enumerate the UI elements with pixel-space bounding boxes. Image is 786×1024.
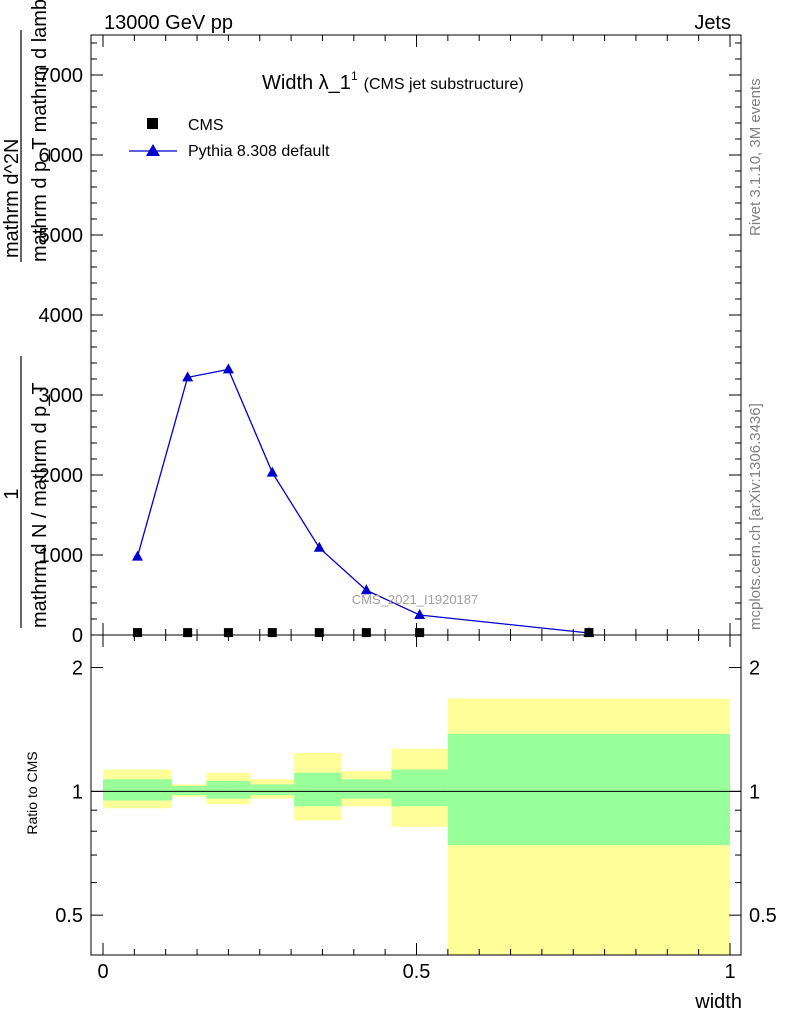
cms-point [584, 628, 594, 638]
legend-pythia-marker [146, 144, 160, 156]
ratio-green-band [250, 784, 295, 795]
cms-point [415, 628, 425, 638]
ratio-green-band [294, 772, 342, 807]
mcplots-credit-text: mcplots.cern.ch [arXiv:1306.3436] [747, 403, 764, 630]
ratio-green-band [171, 786, 207, 795]
ratio-green-band [447, 733, 730, 846]
cms-point [183, 628, 193, 638]
y-tick-label: 6000 [39, 145, 84, 167]
y-tick-label: 0 [72, 625, 83, 647]
cms-point [267, 628, 277, 638]
cms-point [132, 628, 142, 638]
chart-title: Width λ_11 (CMS jet substructure) [262, 69, 524, 94]
ratio-ylabel: Ratio to CMS [24, 751, 40, 834]
x-tick-label: 1 [724, 961, 735, 983]
pythia-point [360, 584, 372, 595]
y-tick-label: 2000 [39, 465, 84, 487]
legend-pythia-label: Pythia 8.308 default [188, 143, 330, 160]
ratio-y-tick-label-right: 2 [749, 658, 760, 680]
y-tick-label: 4000 [39, 305, 84, 327]
ratio-y-tick-label-left: 1 [72, 781, 83, 803]
ylabel-denominator2: mathrm d p_T mathrm d lambda [29, 0, 51, 262]
cms-point [361, 628, 371, 638]
ratio-y-tick-label-left: 0.5 [55, 905, 83, 927]
ratio-green-band [391, 769, 448, 807]
ratio-plot: 0.5 0.5 1 1 2 2 0 0.5 1 [55, 634, 777, 983]
pythia-series-line [136, 368, 589, 634]
pythia-point [414, 609, 426, 619]
xlabel: width [694, 991, 742, 1013]
pythia-point [182, 371, 194, 382]
main-ylabel: 1 mathrm d N / mathrm d p_T mathrm d^2N … [1, 0, 51, 628]
legend-cms-marker [147, 118, 158, 129]
rivet-version-text: Rivet 3.1.10, 3M events [747, 78, 764, 236]
ratio-green-band [341, 779, 392, 799]
main-plot: 1000 2000 3000 4000 5000 6000 7000 0 [39, 34, 742, 647]
pythia-point [313, 541, 325, 552]
y-tick-label: 1000 [39, 545, 84, 567]
y-tick-label: 5000 [39, 225, 84, 247]
header-left: 13000 GeV pp [104, 12, 233, 34]
pythia-point [131, 550, 143, 561]
ylabel-one: 1 [1, 488, 23, 499]
cms-point [223, 628, 233, 638]
x-tick-label: 0.5 [403, 961, 431, 983]
ylabel-numerator2: mathrm d^2N [1, 139, 23, 258]
y-tick-label: 3000 [39, 385, 84, 407]
ratio-green-band [103, 779, 172, 801]
ratio-y-tick-label-left: 2 [72, 658, 83, 680]
pythia-point [222, 363, 234, 374]
legend: CMS Pythia 8.308 default [129, 117, 330, 160]
ratio-green-band [206, 780, 251, 799]
ylabel-denominator: mathrm d N / mathrm d p_T [29, 382, 51, 628]
ratio-y-tick-label-right: 1 [749, 781, 760, 803]
cms-point [314, 628, 324, 638]
y-tick-label: 7000 [39, 65, 84, 87]
pythia-point [266, 466, 278, 477]
analysis-watermark: CMS_2021_I1920187 [352, 592, 479, 607]
ratio-y-tick-label-right: 0.5 [749, 905, 777, 927]
x-tick-label: 0 [97, 961, 108, 983]
legend-cms-label: CMS [188, 117, 224, 134]
header-right: Jets [694, 12, 731, 34]
